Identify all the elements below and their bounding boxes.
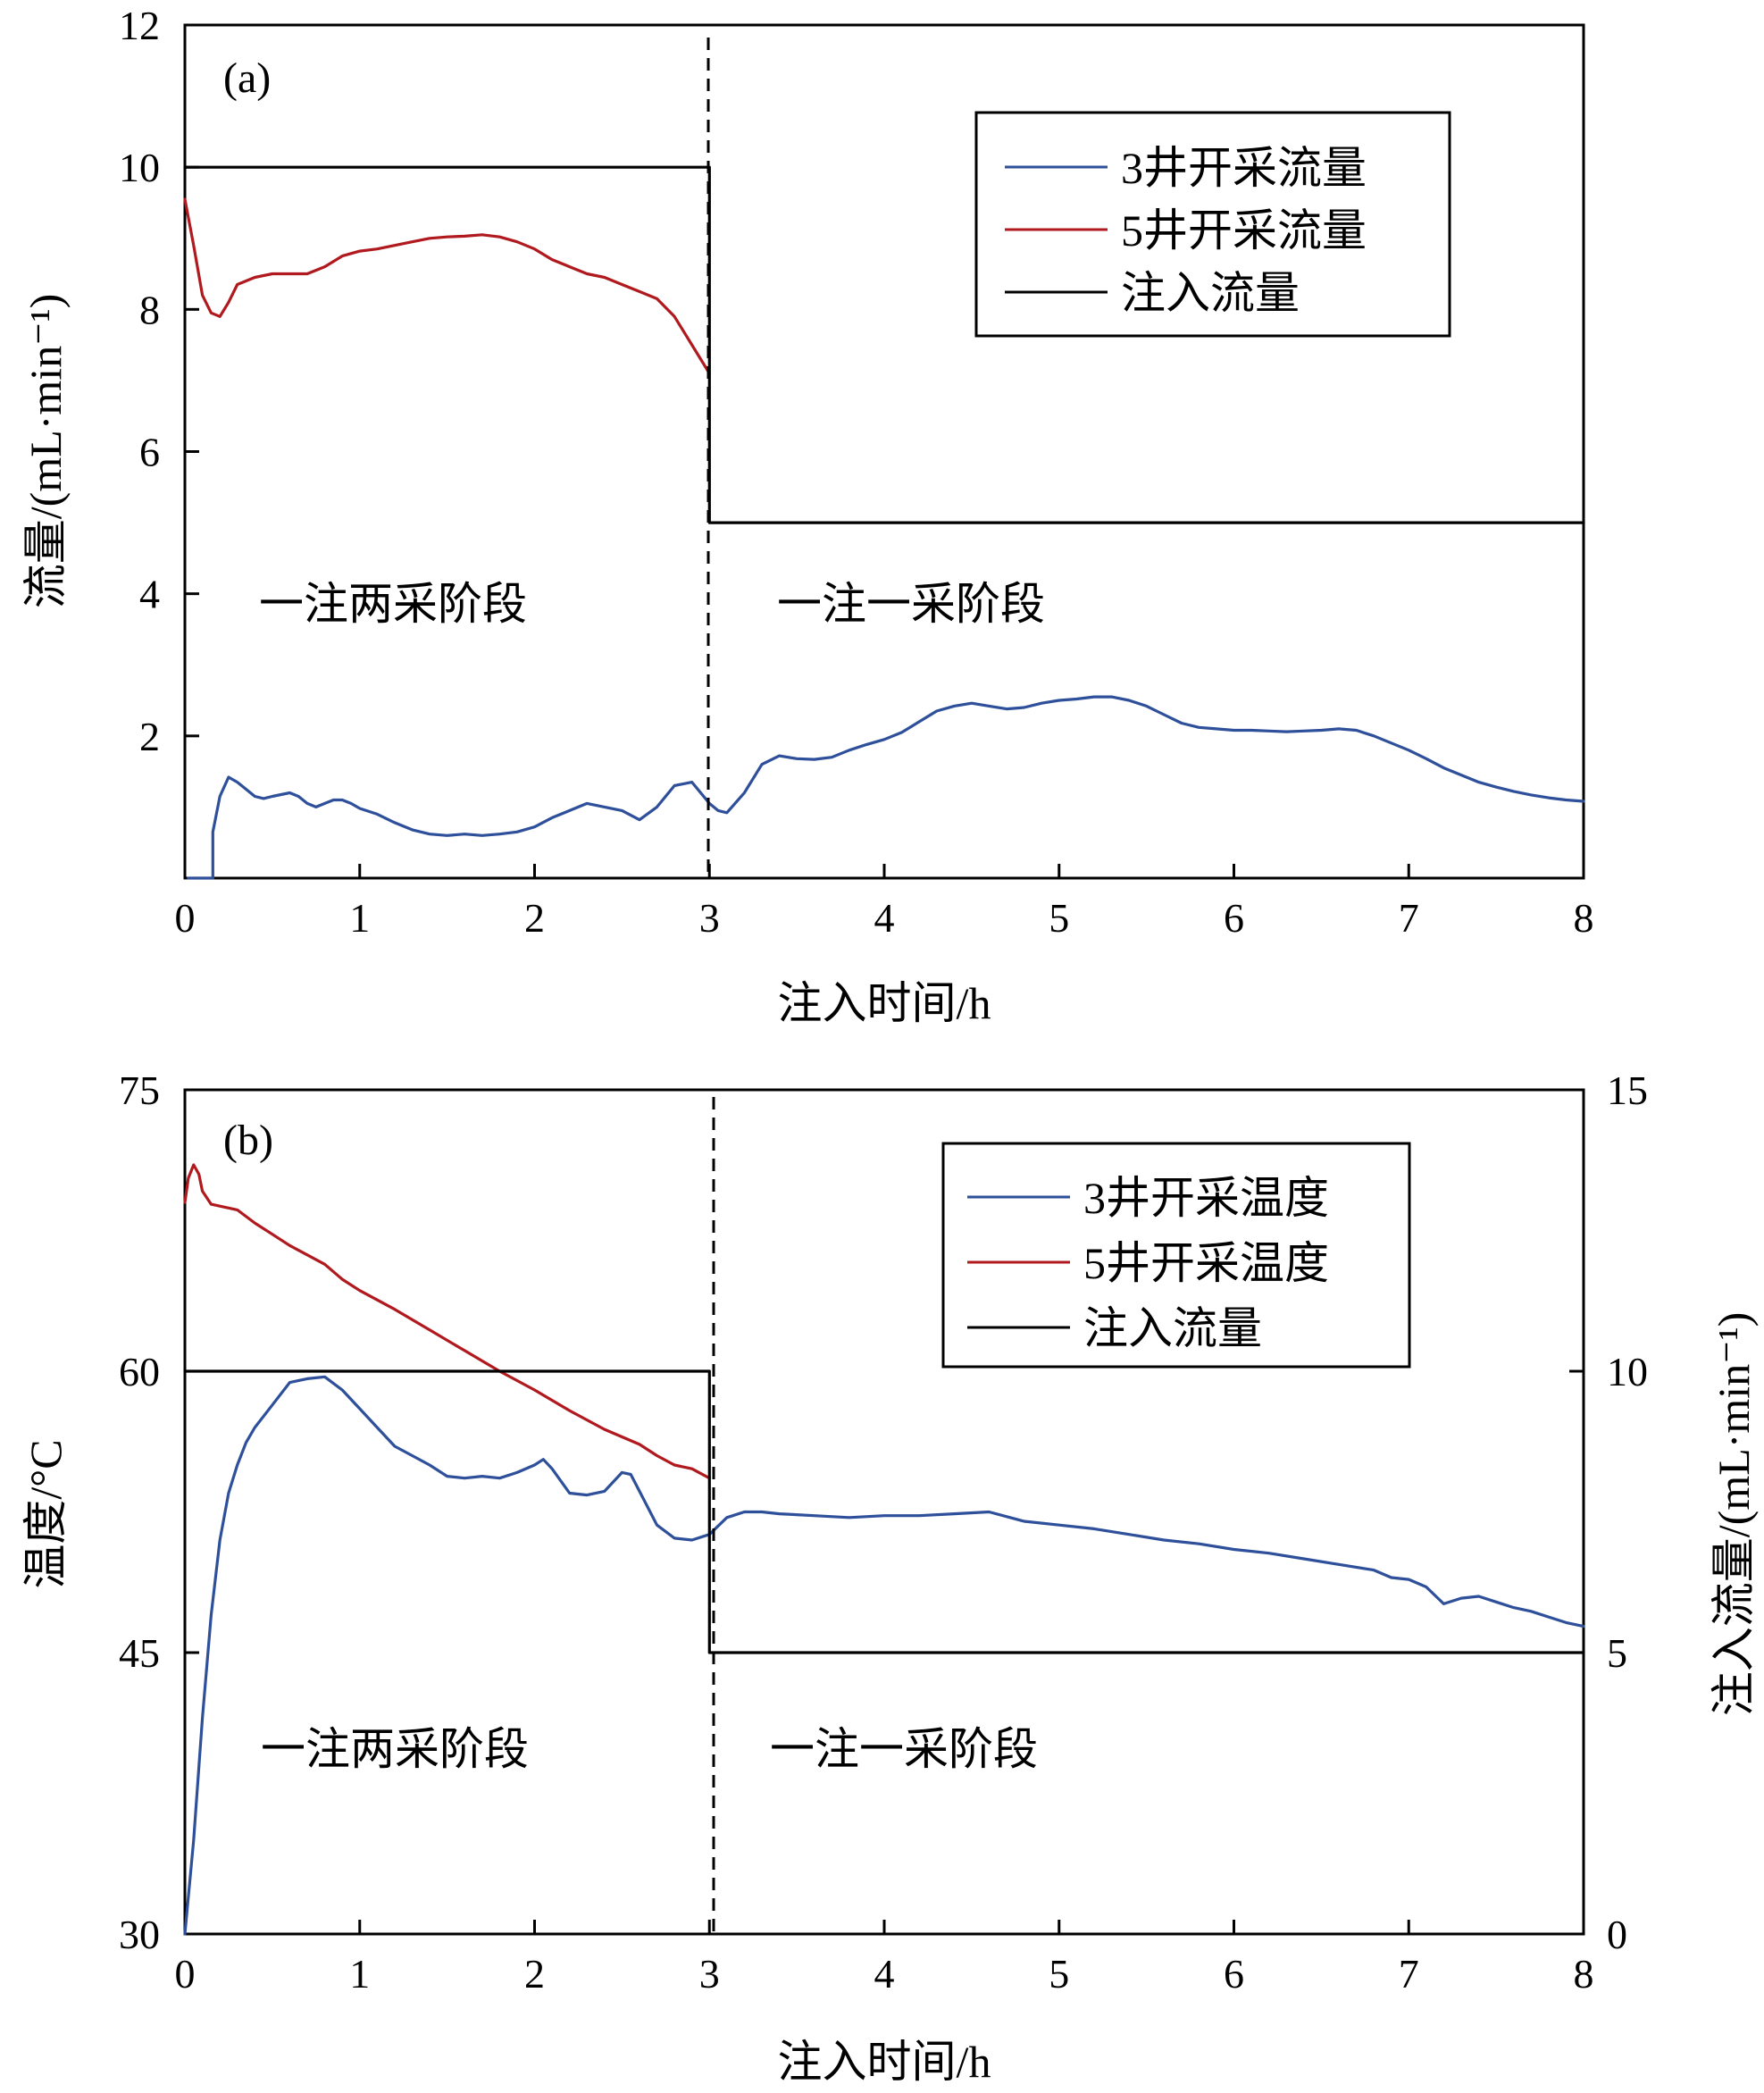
x-tick-label-b-6: 6	[1224, 1951, 1244, 1997]
x-tick-label-a-1: 1	[349, 895, 370, 941]
y-axis-title-a: 流量/(mL·min⁻¹)	[21, 294, 71, 608]
x-tick-label-b-4: 4	[874, 1951, 895, 1997]
x-tick-label-b-8: 8	[1574, 1951, 1594, 1997]
y2-tick-label-b-3: 0	[1607, 1912, 1627, 1957]
x-tick-label-a-8: 8	[1574, 895, 1594, 941]
series-line-b-2	[183, 1369, 1585, 1654]
legend-b: 3井开采温度 5井开采温度 注入流量	[941, 1142, 1411, 1369]
x-tick-label-a-3: 3	[699, 895, 720, 941]
x-tick-label-b-1: 1	[349, 1951, 370, 1997]
legend-label-a-1: 5井开采流量	[1121, 205, 1367, 255]
legend-a: 3井开采流量 5井开采流量 注入流量	[974, 111, 1451, 338]
x-axis-title-b: 注入时间/h	[778, 2037, 991, 2087]
series-line-b-1	[183, 1163, 711, 1480]
series-line-a-1	[183, 197, 711, 375]
x-tick-label-b-2: 2	[524, 1951, 545, 1997]
y-axis-title-b: 温度/°C	[21, 1439, 71, 1588]
x-tick-label-b-7: 7	[1399, 1951, 1419, 1997]
annotation-stage1-a: 一注两采阶段	[259, 579, 527, 629]
x-tick-label-b-3: 3	[699, 1951, 720, 1997]
panel-label-a: (a)	[223, 54, 271, 102]
y-tick-label-b-1: 60	[119, 1349, 160, 1394]
panel-label-b: (b)	[223, 1117, 273, 1164]
y-tick-label-b-0: 75	[119, 1067, 160, 1113]
annotation-stage2-b: 一注一采阶段	[770, 1724, 1038, 1774]
legend-label-b-1: 5井开采温度	[1083, 1238, 1329, 1288]
y2-axis-title-b: 注入流量/(mL·min⁻¹)	[1709, 1312, 1759, 1716]
series-group-a	[183, 165, 1585, 880]
y-tick-label-a-2: 8	[139, 287, 160, 332]
y-tick-label-a-0: 12	[119, 3, 160, 48]
y2-tick-label-b-2: 5	[1607, 1630, 1627, 1676]
x-tick-label-a-5: 5	[1049, 895, 1069, 941]
annotation-stage2-a: 一注一采阶段	[777, 579, 1045, 629]
legend-label-b-0: 3井开采温度	[1083, 1173, 1329, 1223]
x-tick-label-a-4: 4	[874, 895, 895, 941]
series-line-a-0	[187, 695, 1585, 880]
y-tick-label-a-4: 4	[139, 572, 160, 617]
legend-box-a	[974, 111, 1451, 338]
x-tick-label-a-7: 7	[1399, 895, 1419, 941]
x-tick-label-b-5: 5	[1049, 1951, 1069, 1997]
y-tick-label-a-1: 10	[119, 145, 160, 190]
y-tick-label-b-3: 30	[119, 1912, 160, 1957]
legend-box-b	[941, 1142, 1411, 1369]
x-tick-label-b-0: 0	[175, 1951, 196, 1997]
y-tick-label-a-5: 2	[139, 714, 160, 759]
legend-label-a-2: 注入流量	[1121, 268, 1300, 318]
y2-tick-label-b-1: 10	[1607, 1349, 1648, 1394]
legend-label-a-0: 3井开采流量	[1121, 143, 1367, 193]
legend-label-b-2: 注入流量	[1083, 1303, 1262, 1353]
y2-tick-label-b-0: 15	[1607, 1067, 1648, 1113]
x-axis-title-a: 注入时间/h	[778, 978, 991, 1028]
y-tick-label-a-3: 6	[139, 430, 160, 475]
annotation-stage1-b: 一注两采阶段	[261, 1724, 529, 1774]
x-tick-label-a-2: 2	[524, 895, 545, 941]
series-line-a-2	[183, 165, 1585, 524]
y-tick-label-b-2: 45	[119, 1630, 160, 1676]
x-tick-label-a-6: 6	[1224, 895, 1244, 941]
series-group-b	[183, 1163, 1585, 1936]
series-line-b-0	[183, 1375, 1585, 1936]
x-tick-label-a-0: 0	[175, 895, 196, 941]
